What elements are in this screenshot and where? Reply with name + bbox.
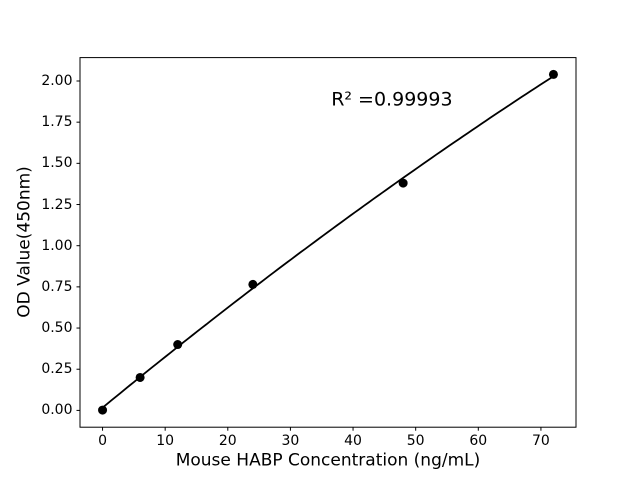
y-tick-label: 0.00 [41,402,73,419]
y-tick-label: 0.75 [41,278,73,295]
y-tick-label: 1.75 [41,114,73,131]
y-tick-label: 1.25 [41,196,73,213]
y-tick-label: 1.50 [41,155,73,172]
y-tick-label: 1.00 [41,237,73,254]
x-tick-label: 20 [218,432,237,449]
data-point [135,372,145,382]
x-tick-label: 0 [98,432,107,449]
r-squared-annotation: R² =0.99993 [331,88,453,111]
data-point [248,279,258,289]
x-tick-label: 40 [344,432,362,449]
y-tick-label: 0.50 [41,320,73,337]
fit-curve [101,75,555,409]
data-point [548,69,558,79]
data-point [173,340,183,350]
y-axis-label: OD Value(450nm) [14,166,35,319]
x-tick-label: 50 [406,432,425,449]
x-tick-label: 70 [532,432,550,449]
y-tick-label: 2.00 [41,72,73,89]
data-point [398,178,408,188]
y-tick-label: 0.25 [41,361,73,378]
x-tick-label: 60 [469,432,488,449]
plot-border [79,57,577,428]
x-tick-label: 30 [281,432,300,449]
x-tick-label: 10 [156,432,175,449]
x-axis-label: Mouse HABP Concentration (ng/mL) [175,450,481,471]
data-point [98,405,108,415]
